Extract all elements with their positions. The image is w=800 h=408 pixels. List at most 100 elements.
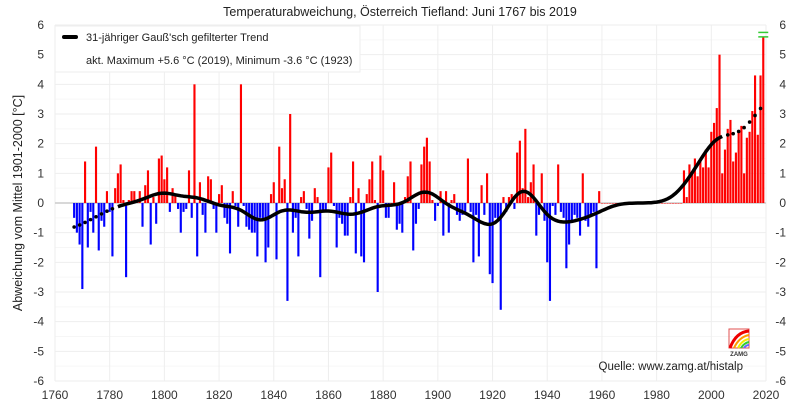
legend: 31-jähriger Gauß'sch gefilterter Trend a… — [54, 25, 361, 73]
bar-1903 — [444, 191, 448, 203]
bar-1879 — [379, 155, 382, 203]
bar-1902 — [442, 203, 445, 236]
bar-1846 — [289, 114, 292, 203]
y-axis-left: 6 5 4 3 2 1 0 -1 -2 -3 -4 -5 -6 — [33, 18, 44, 388]
bar-1985 — [669, 203, 672, 204]
y-tick-label-left: 3 — [37, 107, 44, 121]
bar-1798 — [157, 158, 160, 203]
bar-2005 — [723, 149, 727, 203]
bar-2011 — [740, 125, 743, 203]
bar-1859 — [324, 203, 327, 212]
trend-dot — [83, 220, 87, 225]
y-tick-label-left: 2 — [37, 137, 44, 151]
bar-1821 — [220, 185, 223, 203]
bar-1986 — [671, 203, 675, 204]
bar-1900 — [436, 203, 439, 206]
bar-1842 — [278, 146, 281, 203]
bar-1779 — [105, 191, 109, 203]
bar-1924 — [502, 197, 505, 203]
bar-1931 — [521, 188, 524, 203]
bar-1845 — [286, 203, 289, 301]
y-tick-label-left: 6 — [37, 18, 44, 32]
bar-1784 — [119, 164, 122, 203]
bar-1893 — [417, 203, 420, 209]
bar-1999 — [707, 167, 710, 203]
bar-1876 — [371, 161, 374, 203]
bar-2017 — [756, 134, 759, 203]
bar-1801 — [166, 167, 169, 203]
bar-1988 — [677, 203, 680, 204]
bar-1771 — [84, 161, 87, 203]
bar-1932 — [524, 128, 527, 203]
trend-dot — [758, 106, 763, 111]
bar-1944 — [557, 164, 560, 203]
bar-1872 — [360, 203, 363, 257]
bar-1993 — [691, 173, 694, 203]
bar-2013 — [745, 137, 748, 203]
bar-1863 — [335, 203, 338, 248]
bar-1913 — [472, 203, 475, 263]
bar-1906 — [453, 194, 456, 203]
y-tick-label-left: -2 — [33, 255, 44, 269]
bar-2019 — [762, 36, 765, 203]
bar-2006 — [726, 128, 729, 203]
bar-1837 — [264, 203, 267, 263]
bar-1789 — [133, 191, 136, 203]
bar-1982 — [661, 203, 664, 204]
bar-1802 — [168, 203, 171, 212]
bar-1873 — [362, 203, 366, 263]
bar-1823 — [226, 203, 229, 224]
bar-2008 — [732, 161, 735, 203]
bar-1947 — [565, 203, 568, 269]
bar-1836 — [261, 203, 264, 221]
bar-1938 — [540, 173, 543, 203]
trend-dot — [94, 214, 98, 219]
bar-1824 — [228, 203, 232, 254]
bar-1956 — [589, 203, 593, 215]
bar-1935 — [532, 164, 535, 203]
y-tick-label-right: 2 — [779, 137, 786, 151]
bar-1841 — [275, 203, 278, 260]
bar-1828 — [239, 84, 243, 203]
bar-1782 — [114, 188, 117, 203]
bar-1791 — [138, 191, 141, 203]
bar-1838 — [267, 203, 270, 248]
bar-1804 — [174, 194, 177, 203]
bar-1919 — [488, 203, 491, 275]
y-tick-label-right: 3 — [779, 107, 786, 121]
bar-1834 — [256, 203, 259, 257]
trend-dot — [99, 212, 104, 216]
bar-1783 — [116, 173, 119, 203]
bar-1991 — [685, 197, 688, 203]
y-axis-label: Abweichung vom Mittel 1901-2000 [°C] — [11, 95, 25, 311]
bar-1942 — [551, 203, 554, 206]
bar-1918 — [486, 173, 489, 203]
x-tick-label: 1760 — [42, 388, 69, 402]
bar-1849 — [297, 203, 300, 257]
bar-2007 — [729, 119, 732, 203]
bar-1963 — [609, 203, 612, 204]
bar-1949 — [570, 203, 573, 221]
chart-title: Temperaturabweichung, Österreich Tieflan… — [223, 5, 577, 19]
bar-1822 — [223, 203, 226, 218]
bar-1805 — [176, 203, 180, 209]
bar-1894 — [420, 164, 423, 203]
bar-1810 — [190, 203, 193, 218]
bar-1936 — [535, 203, 538, 236]
bar-1983 — [663, 203, 666, 204]
bar-1773 — [89, 203, 92, 212]
y-tick-label-right: -3 — [775, 285, 786, 299]
bar-2003 — [718, 54, 721, 203]
bar-1855 — [313, 188, 316, 203]
bar-1928 — [513, 203, 516, 209]
trend-dot — [77, 223, 82, 227]
y-tick-label-left: 1 — [37, 166, 44, 180]
bar-1895 — [423, 146, 426, 203]
bar-2014 — [748, 131, 751, 203]
bar-1940 — [546, 203, 549, 263]
bar-1776 — [97, 203, 100, 251]
bar-1858 — [321, 203, 325, 212]
bar-1862 — [332, 203, 335, 206]
bar-1922 — [496, 203, 500, 221]
bar-1921 — [494, 203, 497, 218]
